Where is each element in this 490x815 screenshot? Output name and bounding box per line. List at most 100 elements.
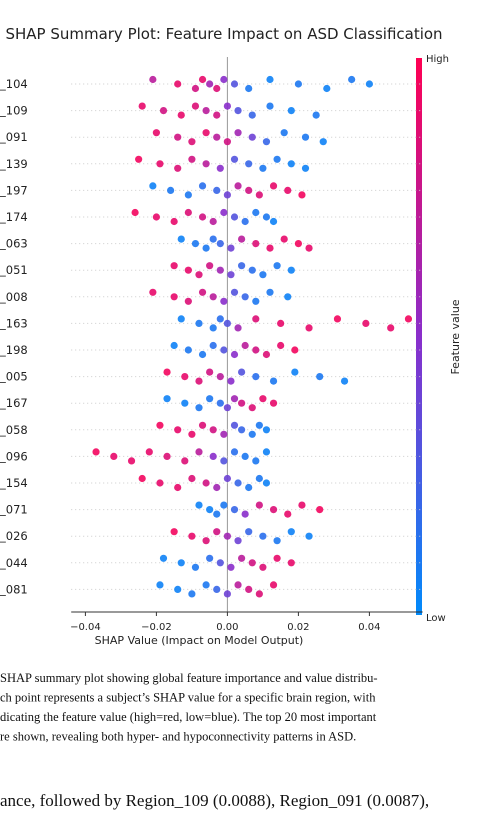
shap-point bbox=[348, 75, 356, 84]
shap-point bbox=[167, 186, 175, 194]
shap-point bbox=[230, 288, 239, 296]
row-label: _026 bbox=[0, 529, 28, 543]
shap-point bbox=[188, 138, 196, 146]
shap-point bbox=[252, 346, 260, 354]
shap-point bbox=[206, 262, 214, 270]
shap-point bbox=[177, 559, 185, 567]
shap-point bbox=[110, 452, 118, 460]
shap-point bbox=[234, 129, 242, 137]
shap-point bbox=[269, 506, 278, 514]
shap-point bbox=[181, 373, 189, 381]
shap-point bbox=[216, 240, 224, 248]
shap-point bbox=[209, 426, 217, 434]
row-label: _197 bbox=[0, 183, 28, 197]
shap-point bbox=[255, 191, 263, 199]
shap-point bbox=[262, 479, 271, 487]
shap-point bbox=[149, 75, 157, 84]
colorbar-low: Low bbox=[426, 613, 446, 624]
shap-point bbox=[170, 341, 178, 350]
shap-point bbox=[404, 315, 413, 323]
shap-point bbox=[284, 293, 292, 301]
shap-point bbox=[234, 581, 242, 589]
shap-point bbox=[238, 235, 246, 243]
shap-point bbox=[195, 319, 203, 327]
shap-point bbox=[156, 581, 164, 589]
shap-point bbox=[387, 324, 395, 332]
shap-point bbox=[340, 377, 349, 385]
shap-point bbox=[220, 457, 228, 465]
shap-point bbox=[198, 182, 207, 190]
shap-point bbox=[262, 213, 271, 221]
shap-point bbox=[294, 240, 302, 248]
shap-point bbox=[156, 160, 164, 168]
shap-point bbox=[209, 324, 217, 332]
row-label: _058 bbox=[0, 423, 28, 437]
shap-point bbox=[206, 395, 214, 403]
shap-point bbox=[202, 160, 210, 168]
shap-point bbox=[234, 107, 242, 115]
shap-point bbox=[238, 399, 246, 407]
shap-point bbox=[230, 421, 239, 429]
row-label: _163 bbox=[0, 316, 28, 330]
shap-point bbox=[284, 510, 292, 518]
shap-point bbox=[241, 341, 249, 350]
shap-point bbox=[220, 297, 228, 305]
shap-point bbox=[198, 350, 207, 359]
shap-point bbox=[209, 452, 217, 460]
shap-point bbox=[198, 288, 207, 296]
shap-point bbox=[266, 75, 274, 84]
shap-point bbox=[280, 129, 288, 137]
shap-point bbox=[213, 483, 221, 492]
shap-point bbox=[195, 271, 203, 279]
shap-point bbox=[323, 84, 331, 93]
shap-point bbox=[216, 315, 224, 323]
shap-point bbox=[255, 421, 263, 429]
shap-point bbox=[188, 155, 196, 163]
shap-point bbox=[301, 133, 310, 141]
shap-point bbox=[248, 559, 256, 567]
shap-point bbox=[195, 377, 203, 385]
shap-point bbox=[206, 554, 214, 562]
shap-point bbox=[223, 590, 231, 598]
shap-point bbox=[206, 368, 214, 376]
shap-point bbox=[209, 235, 217, 243]
shap-point bbox=[259, 532, 267, 540]
shap-point bbox=[191, 563, 200, 571]
shap-point bbox=[170, 528, 178, 536]
shap-point bbox=[174, 80, 182, 88]
shap-point bbox=[294, 80, 302, 88]
shap-point bbox=[291, 346, 299, 354]
shap-point bbox=[245, 186, 253, 194]
shap-point bbox=[227, 244, 235, 252]
shap-point bbox=[216, 266, 224, 274]
shap-point bbox=[277, 341, 285, 350]
shap-point bbox=[287, 107, 295, 115]
shap-point bbox=[241, 293, 249, 301]
shap-point bbox=[227, 563, 235, 571]
shap-point bbox=[216, 373, 224, 381]
shap-point bbox=[163, 368, 171, 376]
shap-point bbox=[291, 368, 299, 376]
shap-point bbox=[234, 537, 242, 545]
shap-point bbox=[170, 262, 178, 270]
row-label: _198 bbox=[0, 343, 28, 357]
shap-point bbox=[248, 430, 256, 438]
shap-point bbox=[245, 483, 253, 492]
shap-point bbox=[241, 452, 249, 460]
shap-point bbox=[149, 182, 157, 190]
shap-point bbox=[298, 501, 306, 509]
x-tick-label: −0.04 bbox=[70, 622, 101, 633]
shap-point bbox=[252, 457, 260, 465]
x-tick-label: 0.00 bbox=[216, 622, 238, 633]
shap-point bbox=[127, 457, 136, 465]
row-label: _081 bbox=[0, 582, 28, 596]
shap-point bbox=[138, 474, 146, 483]
shap-point bbox=[184, 346, 192, 354]
shap-point bbox=[266, 288, 274, 296]
shap-point bbox=[230, 506, 239, 514]
shap-point bbox=[248, 133, 256, 141]
shap-point bbox=[280, 235, 288, 243]
chart-title: SHAP Summary Plot: Feature Impact on ASD… bbox=[5, 25, 442, 43]
shap-point bbox=[230, 448, 239, 456]
